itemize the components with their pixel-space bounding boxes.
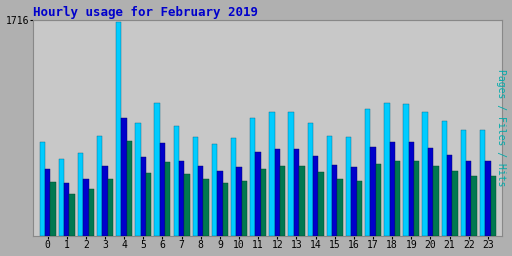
Bar	[269, 112, 274, 236]
Bar	[461, 130, 466, 236]
Bar	[78, 153, 83, 236]
Bar	[184, 174, 189, 236]
Bar	[141, 157, 146, 236]
Bar	[351, 167, 356, 236]
Bar	[59, 159, 64, 236]
Bar	[414, 161, 419, 236]
Bar	[433, 166, 438, 236]
Bar	[212, 144, 217, 236]
Bar	[242, 181, 247, 236]
Bar	[255, 152, 261, 236]
Bar	[160, 143, 165, 236]
Bar	[422, 112, 428, 236]
Y-axis label: Pages / Files / Hits: Pages / Files / Hits	[497, 69, 506, 187]
Bar	[365, 110, 370, 236]
Bar	[174, 126, 179, 236]
Bar	[485, 161, 490, 236]
Bar	[102, 166, 108, 236]
Bar	[472, 176, 477, 236]
Bar	[39, 142, 45, 236]
Bar	[198, 166, 203, 236]
Bar	[332, 165, 337, 236]
Bar	[403, 104, 409, 236]
Bar	[409, 142, 414, 236]
Bar	[280, 166, 285, 236]
Bar	[64, 183, 70, 236]
Bar	[466, 161, 472, 236]
Bar	[327, 136, 332, 236]
Bar	[155, 102, 160, 236]
Bar	[217, 171, 223, 236]
Bar	[308, 123, 313, 236]
Bar	[70, 194, 75, 236]
Bar	[384, 103, 390, 236]
Bar	[203, 179, 209, 236]
Bar	[237, 167, 242, 236]
Bar	[261, 169, 266, 236]
Bar	[447, 155, 452, 236]
Bar	[50, 182, 56, 236]
Bar	[274, 148, 280, 236]
Bar	[89, 189, 94, 236]
Bar	[299, 166, 305, 236]
Bar	[313, 156, 318, 236]
Bar	[318, 172, 324, 236]
Bar	[490, 176, 496, 236]
Text: Hourly usage for February 2019: Hourly usage for February 2019	[33, 6, 258, 18]
Bar	[356, 181, 362, 236]
Bar	[428, 148, 433, 236]
Bar	[370, 147, 376, 236]
Bar	[108, 179, 113, 236]
Bar	[179, 161, 184, 236]
Bar	[97, 136, 102, 236]
Bar	[250, 118, 255, 236]
Bar	[135, 123, 141, 236]
Bar	[480, 130, 485, 236]
Bar	[452, 171, 458, 236]
Bar	[390, 142, 395, 236]
Bar	[83, 179, 89, 236]
Bar	[231, 138, 237, 236]
Bar	[337, 179, 343, 236]
Bar	[127, 141, 132, 236]
Bar	[223, 183, 228, 236]
Bar	[346, 137, 351, 236]
Bar	[395, 161, 400, 236]
Bar	[193, 137, 198, 236]
Bar	[165, 162, 170, 236]
Bar	[288, 112, 294, 236]
Bar	[376, 164, 381, 236]
Bar	[294, 148, 299, 236]
Bar	[121, 118, 127, 236]
Bar	[116, 22, 121, 236]
Bar	[45, 169, 50, 236]
Bar	[146, 173, 152, 236]
Bar	[441, 121, 447, 236]
